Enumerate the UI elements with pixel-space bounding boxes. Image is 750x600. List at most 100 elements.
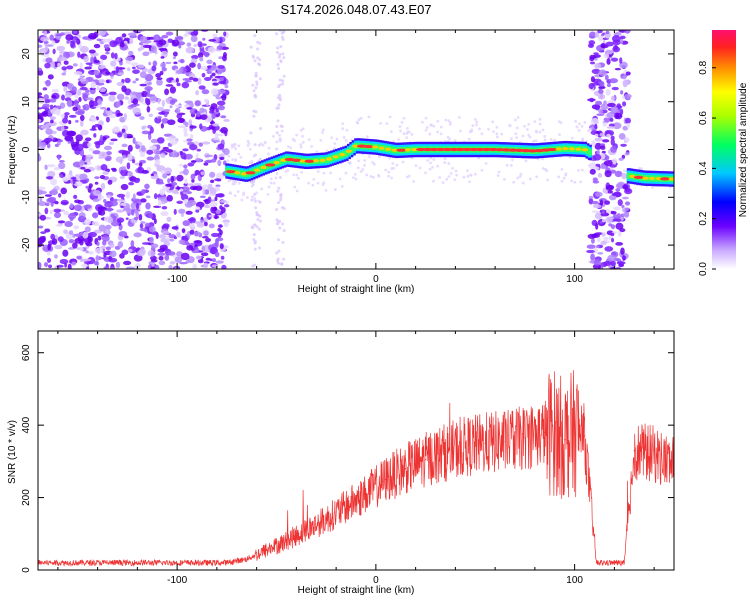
noise-speck [277, 249, 281, 253]
noise-blob [125, 56, 134, 61]
noise-blob [181, 228, 186, 234]
noise-blob [597, 94, 606, 100]
noise-blob [602, 139, 610, 143]
noise-blob [606, 83, 611, 88]
ridge-core [234, 171, 241, 175]
noise-blob [604, 246, 614, 252]
noise-blob [103, 44, 110, 49]
ridge-scatter [425, 126, 429, 129]
noise-blob [150, 266, 156, 269]
noise-blob [44, 207, 49, 215]
ridge-scatter [515, 126, 519, 130]
ridge-scatter [466, 174, 470, 178]
noise-blob [189, 144, 198, 151]
noise-speck [278, 78, 282, 82]
noise-blob [178, 43, 182, 49]
noise-blob [604, 74, 609, 81]
noise-blob [186, 242, 191, 246]
noise-blob [207, 196, 212, 203]
noise-blob [137, 166, 142, 171]
noise-blob [108, 257, 118, 263]
noise-blob [604, 155, 610, 161]
ridge-scatter [248, 161, 251, 165]
ridge-scatter [301, 134, 304, 138]
ridge-scatter [286, 169, 290, 172]
ridge-scatter [357, 159, 360, 163]
noise-blob [49, 210, 54, 214]
noise-blob [223, 148, 230, 156]
noise-blob [116, 81, 124, 87]
noise-blob [169, 261, 176, 265]
colorbar-tick-label: 0.2 [698, 211, 709, 225]
noise-speck [258, 41, 262, 45]
noise-blob [181, 81, 190, 89]
noise-blob [182, 220, 191, 227]
ridge-scatter [315, 150, 319, 154]
ridge-scatter [405, 132, 409, 135]
noise-speck [277, 85, 281, 89]
noise-blob [219, 205, 223, 210]
noise-blob [38, 48, 47, 55]
snr-point [595, 562, 598, 564]
noise-blob [130, 209, 135, 216]
noise-blob [118, 149, 127, 154]
ridge-scatter [418, 166, 422, 170]
noise-blob [119, 61, 123, 66]
snr-point [544, 431, 546, 433]
noise-blob [101, 38, 110, 43]
noise-speck [257, 227, 261, 231]
noise-blob [150, 45, 157, 54]
noise-blob [616, 213, 622, 220]
noise-blob [223, 221, 229, 228]
noise-speck [254, 71, 258, 75]
noise-blob [60, 187, 68, 195]
noise-blob [117, 132, 123, 138]
noise-blob [38, 153, 41, 161]
ridge-scatter [250, 184, 254, 188]
noise-speck [253, 59, 257, 63]
ridge-scatter [468, 180, 471, 184]
noise-blob [608, 123, 615, 127]
noise-speck [282, 74, 286, 78]
ridge-scatter [250, 195, 254, 199]
noise-blob [621, 172, 627, 180]
noise-blob [612, 46, 621, 53]
noise-blob [203, 98, 209, 103]
noise-blob [95, 255, 100, 262]
noise-speck [279, 196, 283, 200]
snr-point [77, 562, 79, 564]
ridge-scatter [344, 139, 348, 142]
noise-blob [212, 82, 219, 86]
noise-blob [181, 186, 190, 193]
noise-blob [165, 149, 174, 153]
ridge-scatter [260, 187, 264, 191]
ridge-scatter [248, 147, 252, 151]
noise-blob [38, 113, 47, 117]
noise-blob [38, 107, 43, 110]
noise-blob [192, 263, 198, 269]
ridge-scatter [432, 179, 435, 183]
ridge-scatter [436, 164, 440, 168]
noise-blob [134, 112, 142, 115]
noise-blob [79, 78, 87, 82]
snr-point [504, 440, 506, 443]
noise-blob [42, 103, 50, 109]
noise-blob [176, 231, 181, 238]
noise-blob [127, 171, 134, 176]
noise-speck [280, 262, 284, 266]
ridge-scatter [534, 139, 538, 143]
noise-speck [275, 50, 279, 54]
noise-blob [209, 171, 216, 178]
noise-blob [136, 94, 141, 101]
ridge-scatter [424, 128, 428, 132]
noise-blob [158, 234, 167, 239]
noise-blob [586, 244, 596, 249]
noise-blob [103, 198, 107, 203]
noise-blob [614, 170, 623, 178]
noise-blob [38, 225, 44, 229]
ridge-scatter [466, 169, 469, 173]
noise-blob [59, 160, 65, 163]
noise-blob [142, 125, 147, 129]
noise-blob [49, 104, 54, 110]
noise-blob [164, 167, 173, 174]
